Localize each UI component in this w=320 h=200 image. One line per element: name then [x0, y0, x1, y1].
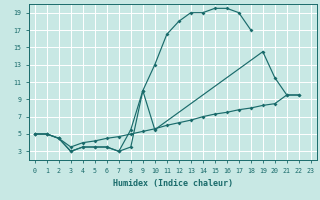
X-axis label: Humidex (Indice chaleur): Humidex (Indice chaleur): [113, 179, 233, 188]
